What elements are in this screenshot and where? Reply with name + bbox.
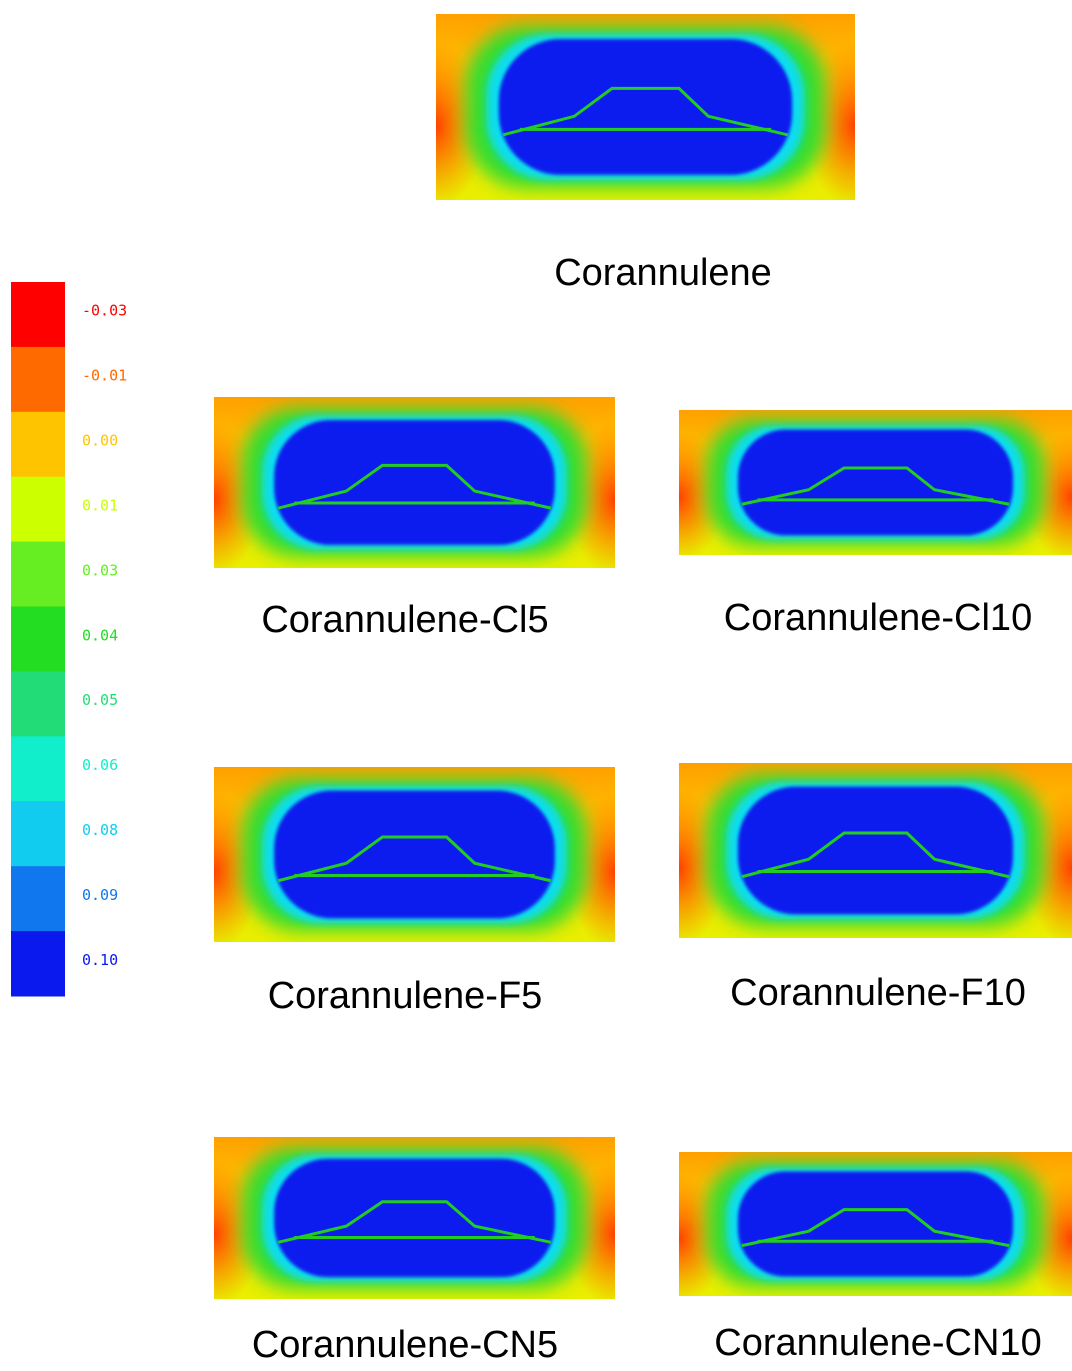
colorbar-label: 0.10 (82, 951, 118, 969)
map-panel: Corannulene-CN10 (679, 1152, 1072, 1364)
map-panel: Corannulene-F10 (679, 763, 1072, 1014)
esp-map (679, 763, 1072, 938)
panel-label: Corannulene-Cl10 (724, 597, 1032, 639)
map-panel: Corannulene-Cl10 (679, 410, 1072, 639)
colorbar-segment (11, 866, 65, 932)
esp-map (214, 767, 615, 942)
colorbar-label: 0.01 (82, 496, 118, 514)
map-contour (737, 1171, 1014, 1277)
colorbar-segment (11, 931, 65, 997)
colorbar-label: 0.05 (82, 691, 118, 709)
map-panel: Corannulene-F5 (214, 767, 615, 1017)
colorbar-label: -0.01 (82, 367, 127, 385)
map-panel: Corannulene-CN5 (214, 1137, 615, 1366)
colorbar-segment (11, 476, 65, 543)
colorbar-label: 0.00 (82, 432, 118, 450)
map-contour (274, 1158, 555, 1278)
panel-label: Corannulene (554, 252, 772, 294)
map-contour (737, 429, 1014, 536)
map-contour (498, 39, 793, 175)
molecule (741, 466, 1010, 506)
colorbar: -0.03 -0.01 0.00 0.01 0.03 0.04 0.05 0.06 0.08 0.… (11, 282, 127, 997)
colorbar-segment (11, 671, 65, 737)
panel-label: Corannulene-Cl5 (261, 599, 548, 641)
molecule (502, 86, 789, 137)
colorbar-label: 0.08 (82, 821, 118, 839)
colorbar-label: 0.03 (82, 561, 118, 579)
colorbar-label: 0.04 (82, 626, 118, 644)
esp-map (679, 1152, 1072, 1296)
map-contour (737, 786, 1014, 915)
esp-map (214, 1137, 615, 1299)
map-panel: Corannulene-Cl5 (214, 397, 615, 641)
esp-map (436, 14, 855, 200)
colorbar-segment (11, 346, 65, 413)
colorbar-label: 0.06 (82, 756, 118, 774)
molecule (277, 1200, 552, 1244)
colorbar-segment (11, 736, 65, 802)
esp-map (679, 410, 1072, 555)
molecule (277, 835, 552, 883)
panel-label: Corannulene-CN10 (714, 1322, 1041, 1364)
panel-label: Corannulene-CN5 (252, 1324, 558, 1366)
colorbar-segment (11, 801, 65, 867)
molecule (277, 463, 552, 510)
molecule (741, 831, 1010, 879)
map-contour (274, 790, 555, 919)
colorbar-segment (11, 541, 65, 608)
molecule (741, 1208, 1010, 1248)
colorbar-label: -0.03 (82, 302, 127, 320)
map-contour (274, 420, 555, 545)
panel-label: Corannulene-F10 (730, 972, 1026, 1014)
map-panel: Corannulene (436, 14, 855, 294)
esp-map (214, 397, 615, 568)
colorbar-segment (11, 282, 65, 348)
panel-label: Corannulene-F5 (268, 975, 543, 1017)
colorbar-segment (11, 606, 65, 672)
colorbar-label: 0.09 (82, 886, 118, 904)
colorbar-segment (11, 411, 65, 478)
